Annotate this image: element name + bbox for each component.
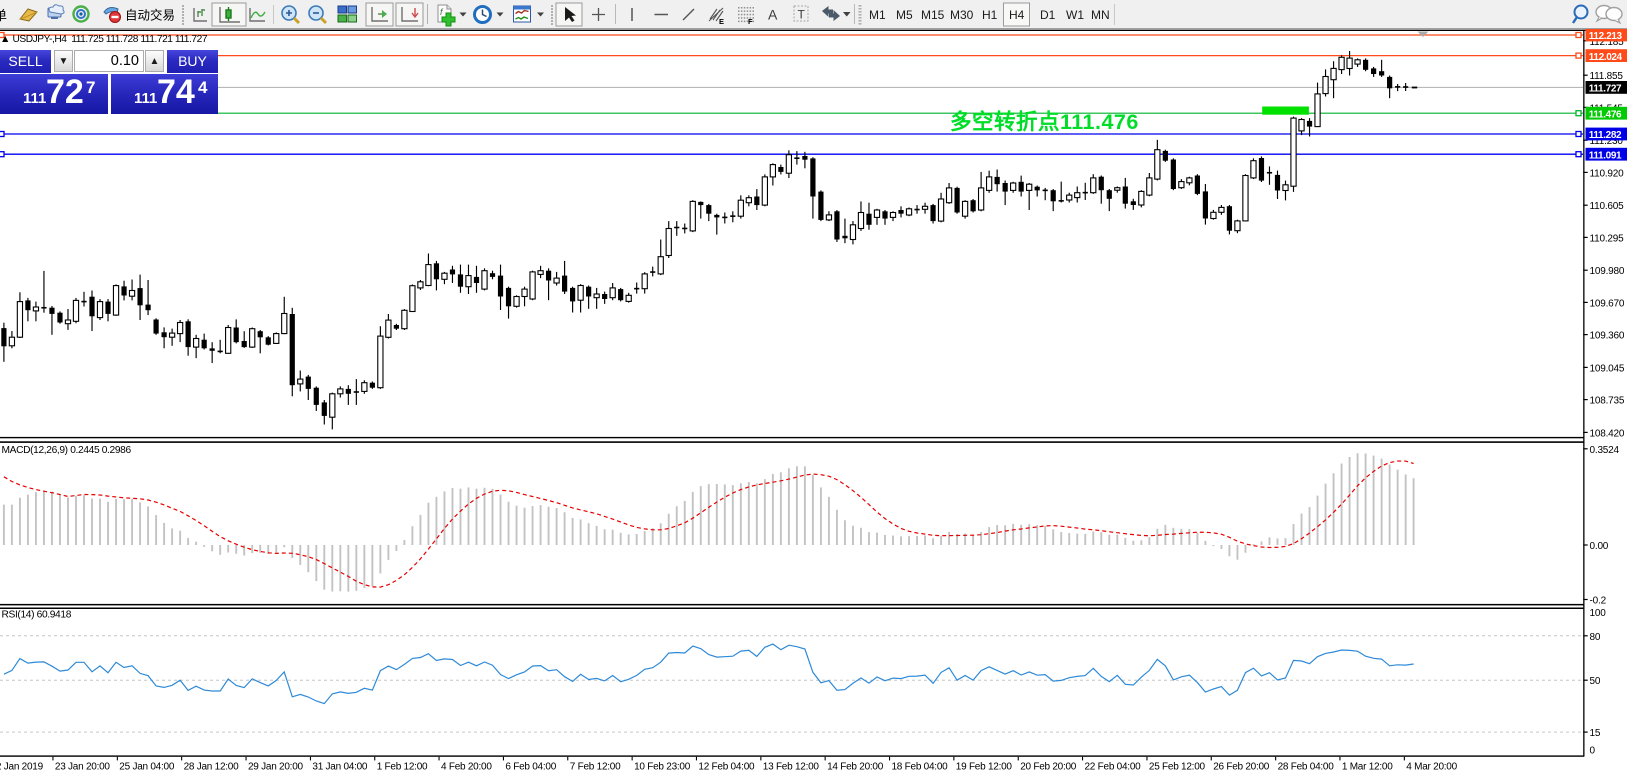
svg-text:MN: MN bbox=[1091, 8, 1110, 22]
svg-text:25 Jan 04:00: 25 Jan 04:00 bbox=[119, 761, 175, 772]
svg-text:110.920: 110.920 bbox=[1590, 168, 1625, 179]
svg-text:111.727: 111.727 bbox=[1589, 84, 1622, 95]
svg-text:RSI(14) 60.9418: RSI(14) 60.9418 bbox=[2, 609, 72, 620]
svg-text:MACD(12,26,9) 0.2445 0.2986: MACD(12,26,9) 0.2445 0.2986 bbox=[2, 445, 132, 456]
svg-text:18 Feb 04:00: 18 Feb 04:00 bbox=[892, 761, 949, 772]
svg-text:28 Feb 04:00: 28 Feb 04:00 bbox=[1278, 761, 1335, 772]
svg-text:109.360: 109.360 bbox=[1590, 331, 1625, 342]
svg-text:0: 0 bbox=[1590, 745, 1596, 756]
svg-text:多空转折点111.476: 多空转折点111.476 bbox=[950, 109, 1139, 134]
svg-text:108.735: 108.735 bbox=[1590, 396, 1625, 407]
svg-text:22 Jan 2019: 22 Jan 2019 bbox=[0, 761, 44, 772]
svg-text:111.091: 111.091 bbox=[1589, 150, 1622, 161]
svg-text:15: 15 bbox=[1590, 728, 1601, 739]
svg-text:W1: W1 bbox=[1066, 8, 1084, 22]
svg-text:110.605: 110.605 bbox=[1590, 201, 1625, 212]
svg-text:D1: D1 bbox=[1040, 8, 1056, 22]
svg-text:4 Mar 20:00: 4 Mar 20:00 bbox=[1406, 761, 1457, 772]
svg-text:109.670: 109.670 bbox=[1590, 298, 1625, 309]
svg-text:100: 100 bbox=[1590, 608, 1607, 619]
svg-text:1 Mar 12:00: 1 Mar 12:00 bbox=[1342, 761, 1393, 772]
svg-text:0.00: 0.00 bbox=[1590, 541, 1609, 552]
svg-text:E: E bbox=[719, 17, 724, 26]
svg-text:1 Feb 12:00: 1 Feb 12:00 bbox=[377, 761, 428, 772]
svg-text:111.855: 111.855 bbox=[1590, 71, 1624, 82]
svg-text:29 Jan 20:00: 29 Jan 20:00 bbox=[248, 761, 304, 772]
svg-text:112.024: 112.024 bbox=[1589, 52, 1623, 63]
svg-text:25 Feb 12:00: 25 Feb 12:00 bbox=[1149, 761, 1206, 772]
svg-text:50: 50 bbox=[1590, 676, 1601, 687]
svg-text:自动交易: 自动交易 bbox=[125, 8, 175, 23]
svg-text:单: 单 bbox=[0, 8, 7, 23]
svg-text:0.3524: 0.3524 bbox=[1590, 445, 1620, 456]
svg-text:13 Feb 12:00: 13 Feb 12:00 bbox=[763, 761, 820, 772]
svg-text:6 Feb 04:00: 6 Feb 04:00 bbox=[505, 761, 556, 772]
svg-text:23 Jan 20:00: 23 Jan 20:00 bbox=[55, 761, 111, 772]
svg-text:111.282: 111.282 bbox=[1589, 130, 1622, 141]
svg-text:7 Feb 12:00: 7 Feb 12:00 bbox=[570, 761, 621, 772]
svg-text:111.476: 111.476 bbox=[1589, 109, 1622, 120]
svg-text:F: F bbox=[748, 17, 753, 26]
svg-text:112.213: 112.213 bbox=[1589, 31, 1623, 42]
svg-text:T: T bbox=[798, 8, 806, 22]
svg-text:M15: M15 bbox=[921, 8, 945, 22]
svg-text:80: 80 bbox=[1590, 632, 1601, 643]
svg-text:108.420: 108.420 bbox=[1590, 428, 1625, 439]
svg-text:10 Feb 23:00: 10 Feb 23:00 bbox=[634, 761, 691, 772]
svg-text:109.045: 109.045 bbox=[1590, 363, 1625, 374]
svg-text:19 Feb 12:00: 19 Feb 12:00 bbox=[956, 761, 1013, 772]
svg-text:28 Jan 12:00: 28 Jan 12:00 bbox=[184, 761, 240, 772]
svg-text:USDJPY-,H4 111.725 111.728 11: USDJPY-,H4 111.725 111.728 111.721 111.7… bbox=[13, 34, 208, 45]
svg-text:H4: H4 bbox=[1009, 8, 1025, 22]
svg-text:110.295: 110.295 bbox=[1590, 233, 1625, 244]
svg-text:M30: M30 bbox=[950, 8, 974, 22]
svg-text:M5: M5 bbox=[896, 8, 913, 22]
svg-text:4 Feb 20:00: 4 Feb 20:00 bbox=[441, 761, 492, 772]
svg-text:A: A bbox=[768, 7, 778, 23]
svg-text:H1: H1 bbox=[982, 8, 998, 22]
svg-text:31 Jan 04:00: 31 Jan 04:00 bbox=[312, 761, 368, 772]
svg-text:22 Feb 04:00: 22 Feb 04:00 bbox=[1085, 761, 1142, 772]
svg-text:20 Feb 20:00: 20 Feb 20:00 bbox=[1020, 761, 1077, 772]
svg-text:-0.2: -0.2 bbox=[1590, 596, 1607, 607]
svg-text:12 Feb 04:00: 12 Feb 04:00 bbox=[698, 761, 755, 772]
svg-text:M1: M1 bbox=[869, 8, 886, 22]
svg-text:109.980: 109.980 bbox=[1590, 266, 1625, 277]
svg-text:▲: ▲ bbox=[0, 33, 10, 45]
svg-text:14 Feb 20:00: 14 Feb 20:00 bbox=[827, 761, 884, 772]
svg-text:26 Feb 20:00: 26 Feb 20:00 bbox=[1213, 761, 1270, 772]
